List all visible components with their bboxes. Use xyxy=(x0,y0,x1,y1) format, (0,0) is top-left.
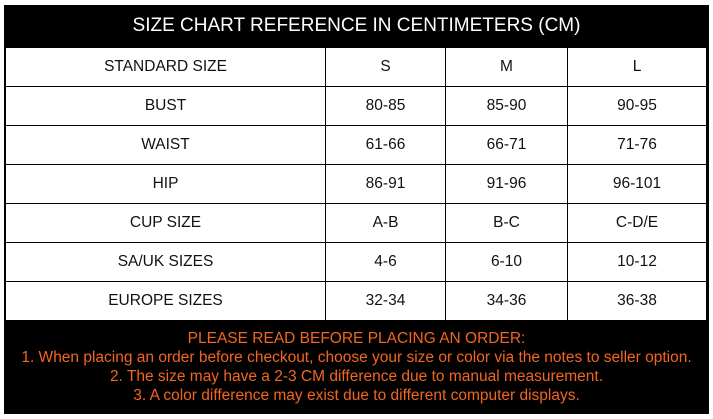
table-cell: 4-6 xyxy=(325,242,446,282)
table-cell: S xyxy=(325,47,446,87)
table-cell: 10-12 xyxy=(567,242,707,282)
note-item: 2. The size may have a 2-3 CM difference… xyxy=(109,368,604,385)
table-cell: M xyxy=(445,47,568,87)
table-cell: 66-71 xyxy=(445,125,568,165)
row-label: HIP xyxy=(5,164,326,204)
table-row: WAIST 61-66 66-71 71-76 xyxy=(5,125,707,165)
table-cell: 6-10 xyxy=(445,242,568,282)
table-cell: 80-85 xyxy=(325,86,446,126)
row-label: EUROPE SIZES xyxy=(5,281,326,321)
table-row: SA/UK SIZES 4-6 6-10 10-12 xyxy=(5,242,707,282)
row-label: STANDARD SIZE xyxy=(5,47,326,87)
row-label: WAIST xyxy=(5,125,326,165)
table-cell: 91-96 xyxy=(445,164,568,204)
table-row: EUROPE SIZES 32-34 34-36 36-38 xyxy=(5,281,707,321)
table-cell: 90-95 xyxy=(567,86,707,126)
table-row: BUST 80-85 85-90 90-95 xyxy=(5,86,707,126)
chart-title: SIZE CHART REFERENCE IN CENTIMETERS (CM) xyxy=(132,15,581,36)
size-table: STANDARD SIZE S M L BUST 80-85 85-90 90-95 WAIST… xyxy=(5,47,707,321)
table-row: HIP 86-91 91-96 96-101 xyxy=(5,164,707,204)
table-cell: 34-36 xyxy=(445,281,568,321)
table-cell: 86-91 xyxy=(325,164,446,204)
row-label: BUST xyxy=(5,86,326,126)
table-cell: 71-76 xyxy=(567,125,707,165)
table-cell: 96-101 xyxy=(567,164,707,204)
table-cell: 85-90 xyxy=(445,86,568,126)
row-label: SA/UK SIZES xyxy=(5,242,326,282)
table-cell: C-D/E xyxy=(567,203,707,243)
row-label: CUP SIZE xyxy=(5,203,326,243)
notes-heading: PLEASE READ BEFORE PLACING AN ORDER: xyxy=(187,330,526,347)
table-cell: 36-38 xyxy=(567,281,707,321)
order-notes: PLEASE READ BEFORE PLACING AN ORDER: 1. … xyxy=(4,323,709,414)
table-cell: 61-66 xyxy=(325,125,446,165)
table-cell: 32-34 xyxy=(325,281,446,321)
table-cell: B-C xyxy=(445,203,568,243)
note-item: 1. When placing an order before checkout… xyxy=(21,349,692,366)
table-header-row: STANDARD SIZE S M L xyxy=(5,47,707,87)
table-cell: A-B xyxy=(325,203,446,243)
note-item: 3. A color difference may exist due to d… xyxy=(133,387,580,404)
size-chart: SIZE CHART REFERENCE IN CENTIMETERS (CM)… xyxy=(4,5,709,414)
table-row: CUP SIZE A-B B-C C-D/E xyxy=(5,203,707,243)
table-cell: L xyxy=(567,47,707,87)
